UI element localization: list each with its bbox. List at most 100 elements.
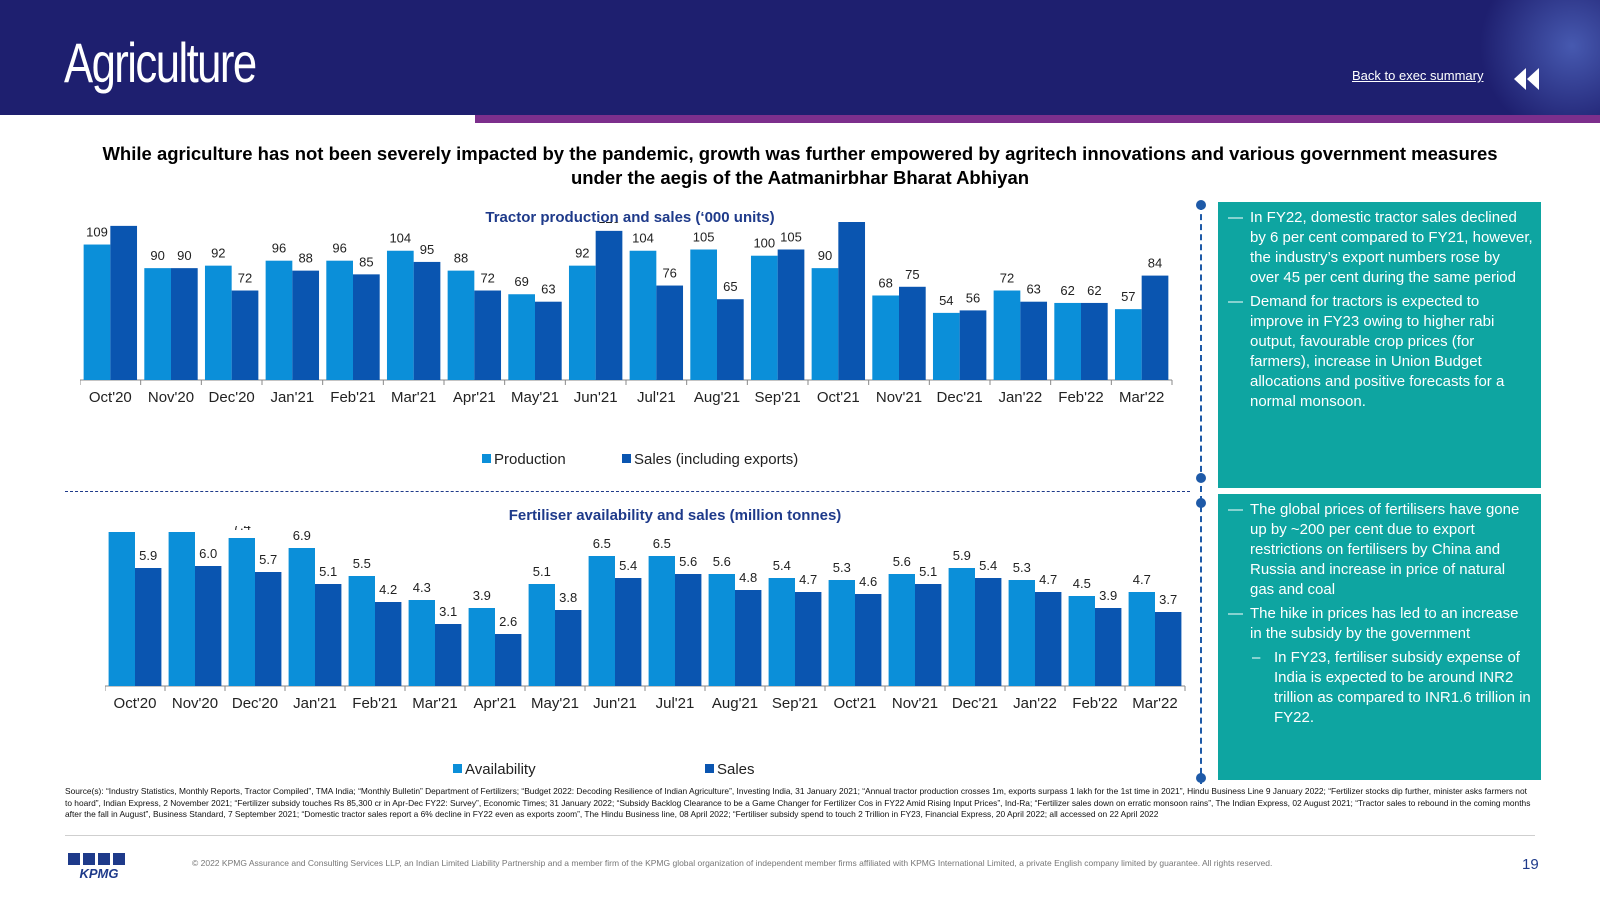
x-tick-label: Jan'22 (998, 389, 1042, 406)
header-bar: Agriculture (0, 0, 1600, 115)
bar-availability (468, 608, 495, 686)
bar-availability (888, 574, 915, 686)
bar-sales-including-exports- (231, 290, 259, 380)
data-label: 95 (420, 242, 434, 257)
x-tick-label: Dec'21 (952, 695, 998, 712)
legend-label: Production (494, 451, 566, 468)
bar-production (811, 268, 839, 380)
fertiliser-chart: Oct'20 7.7 5.9 Nov'20 7.7 6.0 Dec'20 7.4 5.7 Jan'… (105, 526, 1186, 712)
bar-production (629, 250, 657, 380)
data-label: 68 (878, 275, 892, 290)
bar-sales-including-exports- (171, 268, 198, 380)
data-label: 88 (298, 251, 312, 266)
bar-sales (855, 594, 882, 686)
data-label: 120 (598, 222, 620, 226)
bar-sales-including-exports- (110, 225, 138, 380)
data-label: 4.7 (799, 572, 817, 587)
timeline-connector (1200, 204, 1202, 784)
data-label: 4.7 (1039, 572, 1057, 587)
page-title: Agriculture (64, 31, 257, 94)
x-tick-label: Nov'21 (876, 389, 922, 406)
x-tick-label: Oct'21 (817, 389, 860, 406)
data-label: 75 (905, 267, 919, 282)
bar-sales (1035, 592, 1062, 686)
bar-sales-including-exports- (838, 222, 866, 380)
x-tick-label: Jan'22 (1013, 695, 1057, 712)
data-label: 105 (693, 230, 715, 245)
header-decoration (1460, 0, 1600, 115)
fertiliser-insight-panel: The global prices of fertilisers have go… (1218, 494, 1541, 780)
bar-sales-including-exports- (595, 230, 623, 380)
data-label: 5.4 (619, 558, 637, 573)
tractor-insight-panel: In FY22, domestic tractor sales declined… (1218, 202, 1541, 488)
data-label: 105 (780, 230, 802, 245)
x-tick-label: Feb'21 (352, 695, 397, 712)
data-label: 5.1 (319, 564, 337, 579)
data-label: 65 (723, 279, 737, 294)
data-label: 63 (1026, 282, 1040, 297)
bar-production (144, 268, 171, 380)
legend-swatch-icon (705, 764, 714, 773)
x-tick-label: Jul'21 (637, 389, 676, 406)
bar-production (932, 312, 960, 380)
data-label: 4.5 (1073, 576, 1091, 591)
data-label: 5.5 (353, 556, 371, 571)
bar-sales (435, 624, 462, 686)
data-label: 84 (1148, 256, 1162, 271)
x-tick-label: Jul'21 (656, 695, 695, 712)
data-label: 6.0 (199, 546, 217, 561)
slide-headline: While agriculture has not been severely … (102, 143, 1498, 188)
bar-production (1114, 309, 1142, 380)
bar-availability (708, 574, 735, 686)
x-tick-label: Mar'22 (1119, 389, 1164, 406)
data-label: 76 (662, 266, 676, 281)
x-tick-label: Aug'21 (694, 389, 740, 406)
rewind-icon[interactable] (1512, 66, 1540, 92)
bar-sales-including-exports- (959, 310, 987, 380)
footer-divider (65, 835, 1535, 836)
bar-availability (528, 584, 555, 686)
x-tick-label: Nov'21 (892, 695, 938, 712)
bar-sales (675, 574, 702, 686)
bar-production (326, 260, 353, 380)
data-label: 5.1 (533, 564, 551, 579)
data-label: 5.9 (953, 548, 971, 563)
bar-production (993, 290, 1021, 380)
data-label: 6.5 (593, 536, 611, 551)
data-label: 7.4 (233, 526, 251, 533)
data-label: 3.1 (439, 604, 457, 619)
x-tick-label: Sep'21 (772, 695, 818, 712)
x-tick-label: Jun'21 (593, 695, 637, 712)
tractor-legend-production: Production (482, 451, 566, 468)
x-tick-label: Feb'21 (330, 389, 375, 406)
sources-text: Source(s): “Industry Statistics, Monthly… (65, 786, 1531, 819)
data-label: 3.9 (1099, 588, 1117, 603)
legend-swatch-icon (482, 454, 491, 463)
bar-production (447, 270, 475, 380)
x-tick-label: Oct'20 (89, 389, 132, 406)
data-label: 96 (272, 241, 286, 256)
bar-sales (915, 584, 942, 686)
data-label: 5.7 (259, 552, 277, 567)
data-label: 72 (1000, 271, 1014, 286)
data-label: 72 (238, 271, 252, 286)
tractor-legend-sales: Sales (including exports) (622, 451, 798, 468)
x-tick-label: Jan'21 (270, 389, 314, 406)
back-to-exec-summary-link[interactable]: Back to exec summary (1352, 68, 1484, 83)
legend-label: Sales (including exports) (634, 451, 799, 468)
bar-availability (588, 556, 615, 686)
data-label: 104 (632, 231, 654, 246)
kpmg-logo: KPMG (68, 853, 125, 879)
data-label: 7.7 (173, 526, 191, 527)
fertiliser-chart-title: Fertiliser availability and sales (milli… (508, 507, 842, 524)
data-label: 90 (818, 248, 832, 263)
data-label: 92 (211, 246, 225, 261)
bar-sales-including-exports- (1020, 301, 1048, 380)
bar-sales-including-exports- (474, 290, 502, 380)
x-tick-label: Jan'21 (293, 695, 337, 712)
bar-availability (408, 600, 435, 686)
data-label: 5.1 (919, 564, 937, 579)
data-label: 6.5 (653, 536, 671, 551)
x-tick-label: Aug'21 (712, 695, 758, 712)
data-label: 2.6 (499, 614, 517, 629)
